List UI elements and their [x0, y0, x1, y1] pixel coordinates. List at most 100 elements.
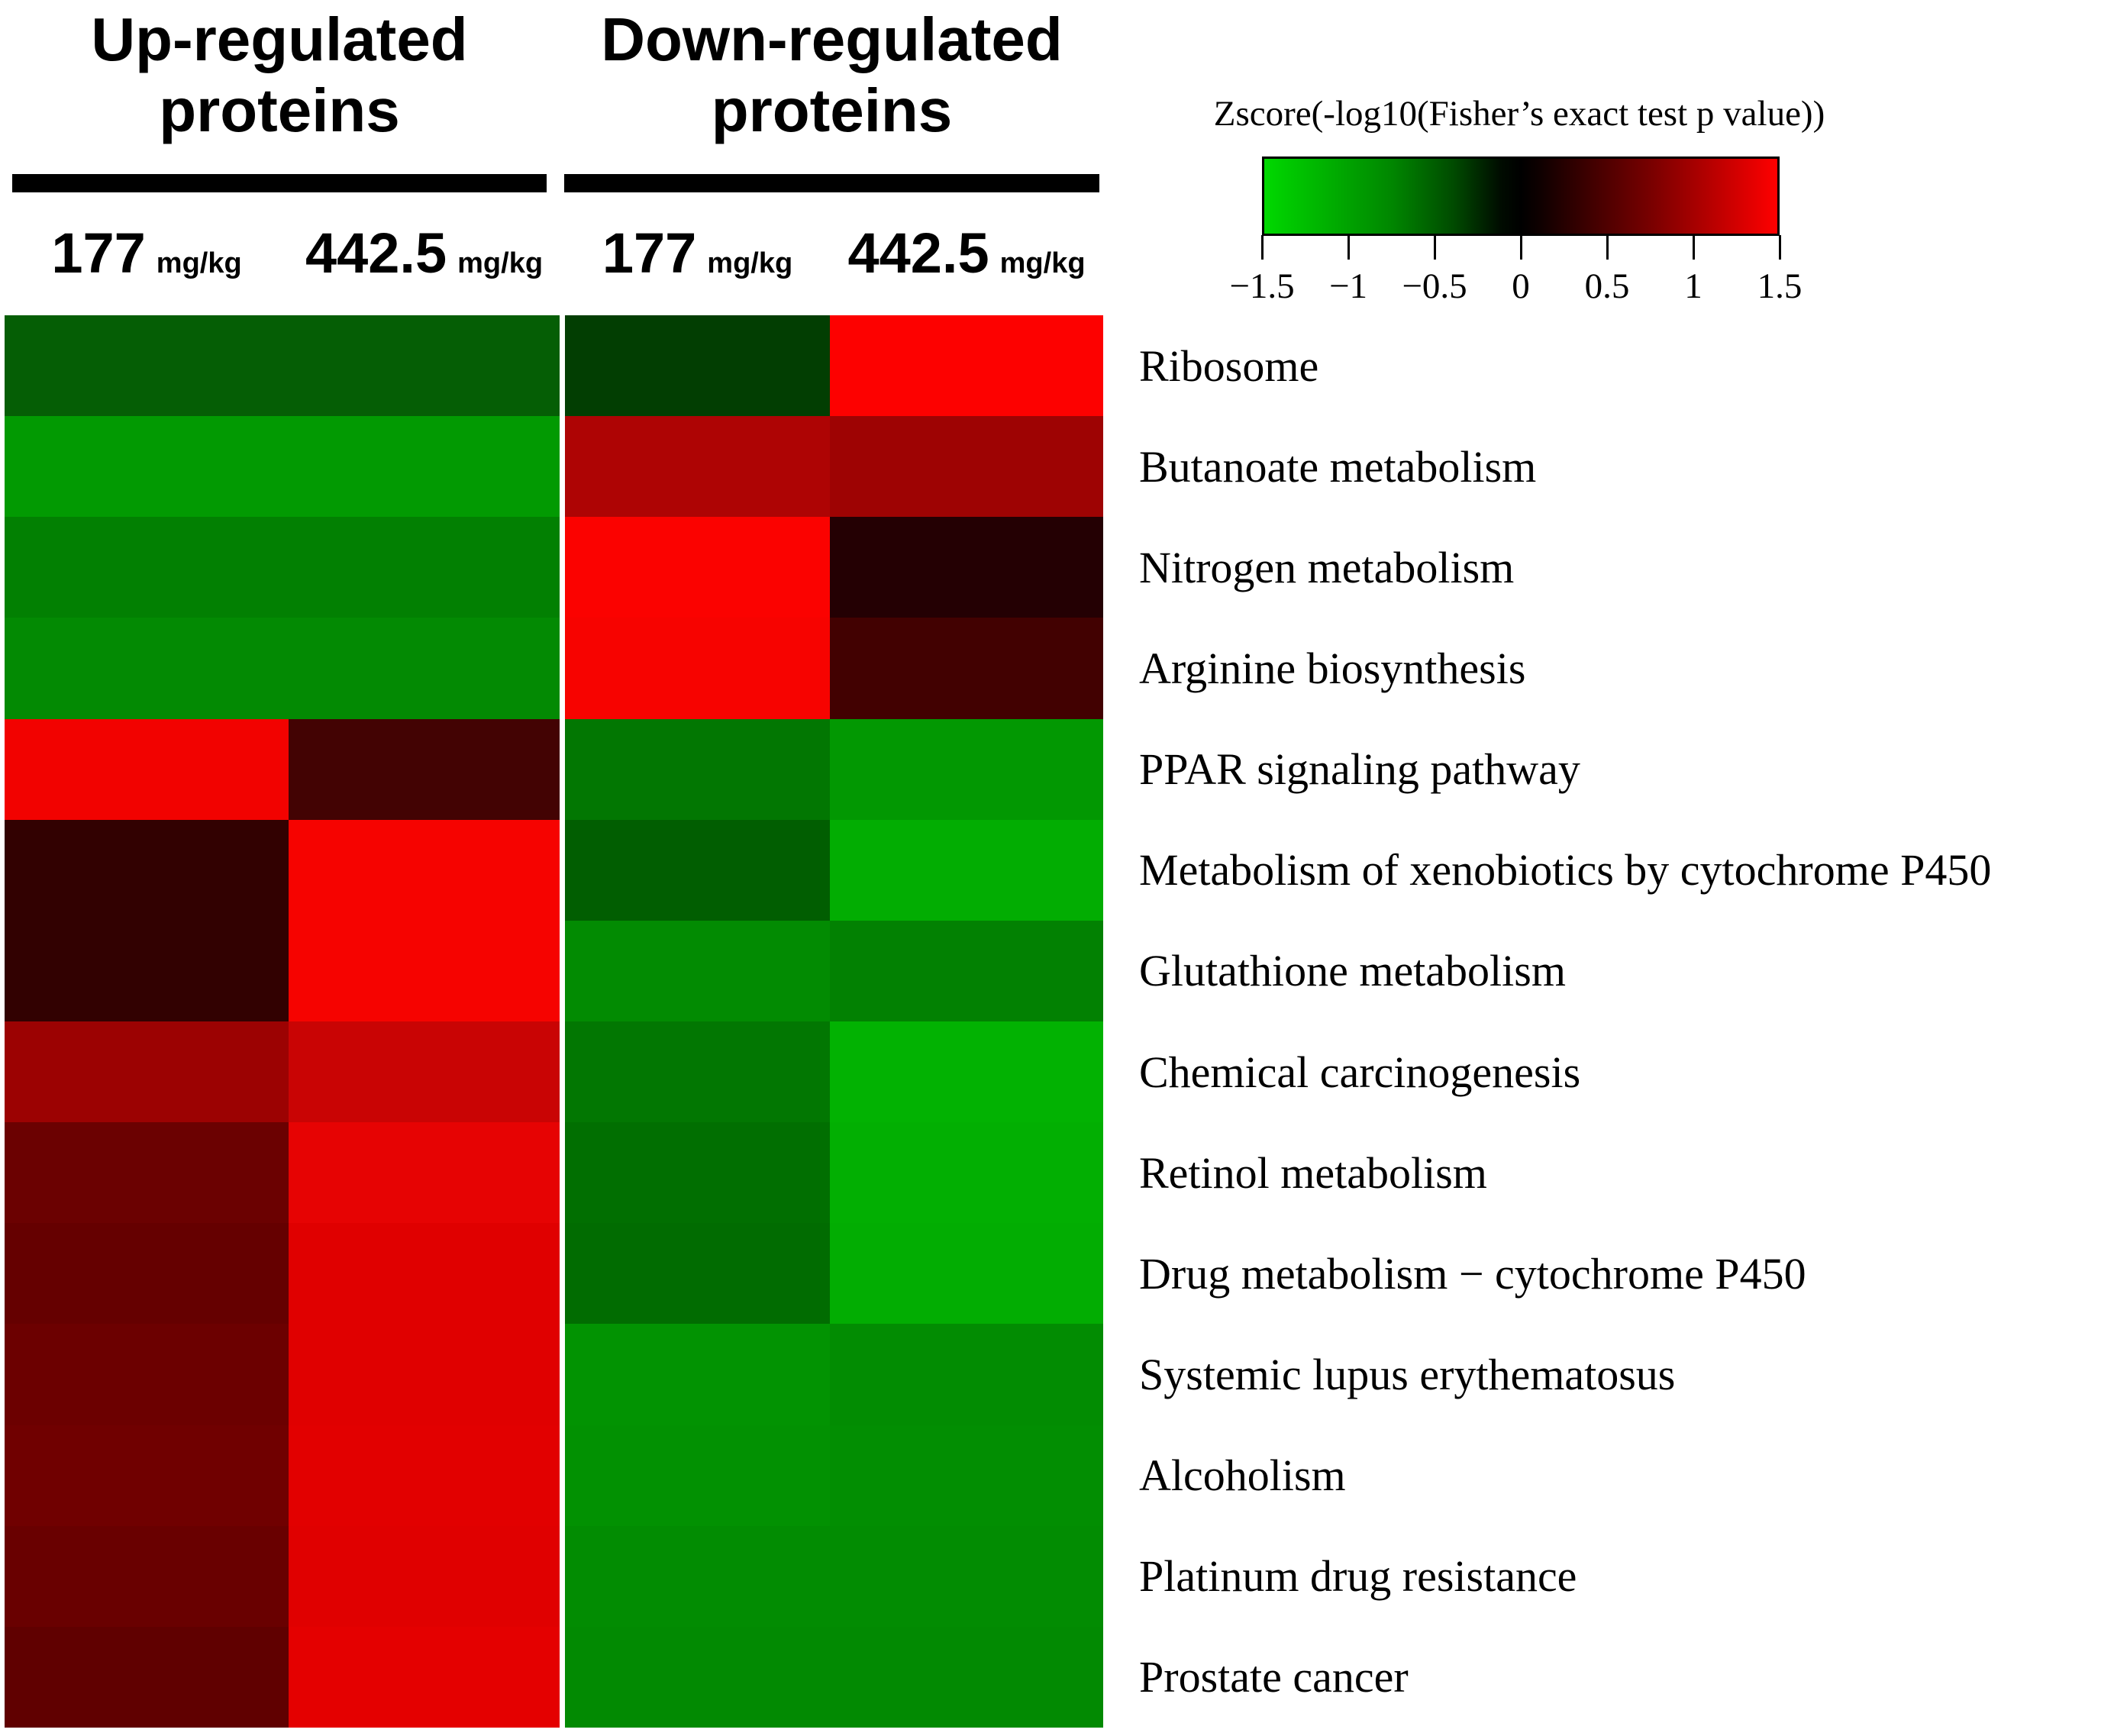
legend-tick-label: 0.5 [1584, 266, 1630, 306]
group-header-down-regulated: Down-regulated proteins [601, 5, 1063, 144]
dose-value: 177 [602, 221, 697, 285]
heatmap-cell-r11-c4 [830, 1324, 1103, 1425]
heatmap-cell-r4-c4 [830, 618, 1103, 719]
legend-tick-mark [1606, 235, 1609, 260]
heatmap-cell-r12-c4 [830, 1425, 1103, 1526]
legend-tick-label: 0 [1512, 266, 1530, 306]
heatmap-cell-r14-c2 [289, 1626, 560, 1728]
heatmap-cell-r14-c1 [5, 1626, 289, 1728]
heatmap-cell-r1-c3 [565, 315, 830, 417]
row-label-1: Ribosome [1139, 340, 1319, 391]
heatmap-cell-r7-c3 [565, 920, 830, 1021]
heatmap-cell-r9-c4 [830, 1122, 1103, 1224]
row-label-4: Arginine biosynthesis [1139, 643, 1526, 693]
heatmap-cell-r4-c2 [289, 618, 560, 719]
heatmap-cell-r3-c2 [289, 517, 560, 618]
underline-down-regulated [564, 174, 1099, 192]
legend-tick-mark [1778, 235, 1781, 260]
group-header-up-regulated: Up-regulated proteins [91, 5, 468, 144]
heatmap-cell-r13-c1 [5, 1525, 289, 1627]
heatmap-cell-r4-c1 [5, 618, 289, 719]
column-header-up-177: 177 mg/kg [5, 214, 289, 293]
heatmap-cell-r4-c3 [565, 618, 830, 719]
heatmap-cell-r5-c4 [830, 718, 1103, 820]
heatmap-cell-r11-c2 [289, 1324, 560, 1425]
column-header-up-442.5: 442.5 mg/kg [289, 214, 560, 293]
heatmap-cell-r6-c3 [565, 819, 830, 921]
heatmap-cell-r2-c1 [5, 416, 289, 518]
heatmap-cell-r11-c3 [565, 1324, 830, 1425]
row-labels: Ribosome Butanoate metabolism Nitrogen met… [1139, 315, 1991, 1728]
heatmap-cell-r6-c1 [5, 819, 289, 921]
row-label-8: Chemical carcinogenesis [1139, 1047, 1581, 1097]
heatmap-cell-r9-c1 [5, 1122, 289, 1224]
heatmap-cell-r13-c4 [830, 1525, 1103, 1627]
heatmap-cell-r12-c1 [5, 1425, 289, 1526]
heatmap-block-up-regulated [5, 315, 560, 1728]
row-label-13: Platinum drug resistance [1139, 1551, 1577, 1602]
legend-tick-label: 1.5 [1757, 266, 1803, 306]
heatmap-cell-r2-c4 [830, 416, 1103, 518]
row-label-5: PPAR signaling pathway [1139, 744, 1580, 795]
row-label-9: Retinol metabolism [1139, 1147, 1487, 1198]
heatmap-cell-r5-c3 [565, 718, 830, 820]
heatmap-cell-r8-c2 [289, 1021, 560, 1123]
heatmap-cell-r5-c2 [289, 718, 560, 820]
heatmap-cell-r10-c1 [5, 1223, 289, 1325]
legend-tick-mark [1347, 235, 1350, 260]
heatmap-cell-r1-c1 [5, 315, 289, 417]
heatmap-cell-r3-c1 [5, 517, 289, 618]
row-label-10: Drug metabolism − cytochrome P450 [1139, 1248, 1806, 1299]
underline-up-regulated [12, 174, 547, 192]
heatmap-cell-r9-c3 [565, 1122, 830, 1224]
heatmap-cell-r1-c4 [830, 315, 1103, 417]
row-label-2: Butanoate metabolism [1139, 441, 1537, 492]
heatmap-block-down-regulated [565, 315, 1103, 1728]
heatmap-cell-r8-c4 [830, 1021, 1103, 1123]
heatmap-cell-r7-c4 [830, 920, 1103, 1021]
heatmap-cell-r10-c3 [565, 1223, 830, 1325]
legend-tick-mark [1433, 235, 1436, 260]
heatmap-cell-r7-c1 [5, 920, 289, 1021]
column-header-down-177: 177 mg/kg [565, 214, 830, 293]
row-label-14: Prostate cancer [1139, 1652, 1409, 1702]
heatmap-cell-r14-c4 [830, 1626, 1103, 1728]
heatmap-cell-r13-c2 [289, 1525, 560, 1627]
heatmap-cell-r6-c4 [830, 819, 1103, 921]
legend-tick-mark [1519, 235, 1522, 260]
row-label-6: Metabolism of xenobiotics by cytochrome … [1139, 845, 1992, 895]
heatmap-cell-r12-c2 [289, 1425, 560, 1526]
dose-value: 177 [51, 221, 146, 285]
heatmap-cell-r2-c2 [289, 416, 560, 518]
row-label-7: Glutathione metabolism [1139, 946, 1566, 996]
heatmap-cell-r1-c2 [289, 315, 560, 417]
row-label-12: Alcoholism [1139, 1450, 1346, 1501]
row-label-11: Systemic lupus erythematosus [1139, 1349, 1676, 1399]
dose-unit: mg/kg [707, 247, 793, 279]
dose-value: 442.5 [305, 221, 447, 285]
column-header-down-442.5: 442.5 mg/kg [830, 214, 1103, 293]
heatmap-cell-r11-c1 [5, 1324, 289, 1425]
legend-tick-label: −1.5 [1229, 266, 1295, 306]
heatmap-cell-r6-c2 [289, 819, 560, 921]
legend-tick-mark [1692, 235, 1695, 260]
heatmap-cell-r5-c1 [5, 718, 289, 820]
heatmap-cell-r9-c2 [289, 1122, 560, 1224]
legend-tick-mark [1260, 235, 1264, 260]
dose-unit: mg/kg [999, 247, 1086, 279]
heatmap-cell-r3-c3 [565, 517, 830, 618]
heatmap-cell-r3-c4 [830, 517, 1103, 618]
heatmap-cell-r8-c1 [5, 1021, 289, 1123]
heatmap-cell-r10-c4 [830, 1223, 1103, 1325]
dose-unit: mg/kg [156, 247, 242, 279]
heatmap-cell-r2-c3 [565, 416, 830, 518]
heatmap-cell-r13-c3 [565, 1525, 830, 1627]
legend-title: Zscore(-log10(Fisher’s exact test p valu… [1213, 94, 1825, 134]
legend-colorbar [1262, 156, 1780, 236]
heatmap-cell-r14-c3 [565, 1626, 830, 1728]
heatmap-cell-r8-c3 [565, 1021, 830, 1123]
heatmap-cell-r12-c3 [565, 1425, 830, 1526]
row-label-3: Nitrogen metabolism [1139, 542, 1515, 592]
legend-tick-label: 1 [1684, 266, 1702, 306]
